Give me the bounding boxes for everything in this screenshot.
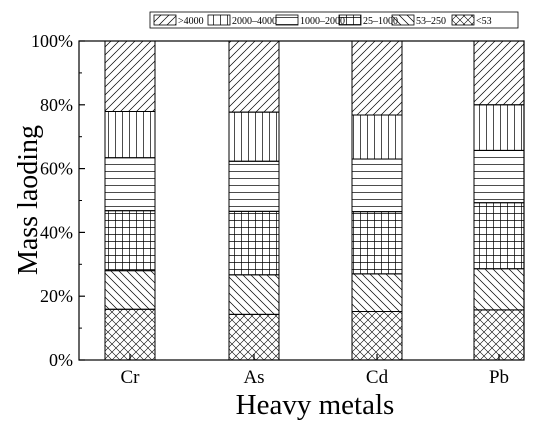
bar-segment bbox=[105, 309, 155, 360]
x-tick-label: Cd bbox=[366, 367, 389, 388]
bars-layer bbox=[104, 40, 525, 361]
legend-swatch bbox=[153, 14, 177, 26]
bar-segment bbox=[229, 314, 279, 360]
bar-segment bbox=[229, 211, 279, 275]
bar-segment bbox=[352, 115, 402, 160]
x-tick-label: Cr bbox=[121, 367, 141, 388]
bar-segment bbox=[229, 161, 279, 212]
x-axis-label: Heavy metals bbox=[236, 389, 395, 421]
bar-segment bbox=[474, 268, 524, 310]
x-tick-label: As bbox=[243, 367, 264, 388]
bar-segment bbox=[474, 104, 524, 151]
bar-segment bbox=[352, 41, 402, 116]
bar-segment bbox=[474, 309, 524, 360]
legend-swatch bbox=[391, 14, 415, 26]
legend-swatch bbox=[451, 14, 475, 26]
bar-segment bbox=[352, 273, 402, 312]
legend-swatch bbox=[338, 14, 362, 26]
y-tick-label: 80% bbox=[40, 95, 73, 115]
bar-segment bbox=[229, 112, 279, 162]
y-tick-label: 40% bbox=[40, 222, 73, 242]
legend-box bbox=[149, 11, 519, 29]
bar-segment bbox=[105, 210, 155, 271]
bar-segment bbox=[105, 41, 155, 112]
y-tick-label: 0% bbox=[49, 350, 73, 370]
legend-label: >4000 bbox=[178, 16, 204, 27]
bar-segment bbox=[474, 41, 524, 105]
legend-swatch bbox=[275, 14, 299, 26]
bar-segment bbox=[352, 159, 402, 212]
legend-label: 53–250 bbox=[416, 16, 446, 27]
bar-segment bbox=[105, 157, 155, 211]
y-tick-label: 100% bbox=[31, 31, 73, 51]
y-axis-label: Mass laoding bbox=[13, 125, 44, 275]
bar-segment bbox=[474, 150, 524, 203]
bar-segment bbox=[229, 41, 279, 113]
y-tick-label: 20% bbox=[40, 286, 73, 306]
y-tick-label: 60% bbox=[40, 159, 73, 179]
legend-label: 2000–4000 bbox=[232, 16, 277, 27]
bar-segment bbox=[352, 211, 402, 274]
bar-segment bbox=[352, 311, 402, 360]
legend-label: 25–1000 bbox=[363, 16, 398, 27]
axes-layer: 0% 20% 40% 60% 80% 100% Cr As Cd Pb bbox=[31, 31, 525, 388]
legend-label: 1000–2000 bbox=[300, 16, 345, 27]
bar-segment bbox=[474, 202, 524, 269]
bar-segment bbox=[105, 270, 155, 310]
bar-segment bbox=[229, 274, 279, 315]
legend-swatch bbox=[207, 14, 231, 26]
legend: >4000 2000–4000 1000–2000 25–1000 53–250 <53 bbox=[149, 11, 519, 29]
bar-segment bbox=[105, 111, 155, 158]
x-tick-label: Pb bbox=[489, 367, 509, 388]
legend-label: <53 bbox=[476, 16, 492, 27]
